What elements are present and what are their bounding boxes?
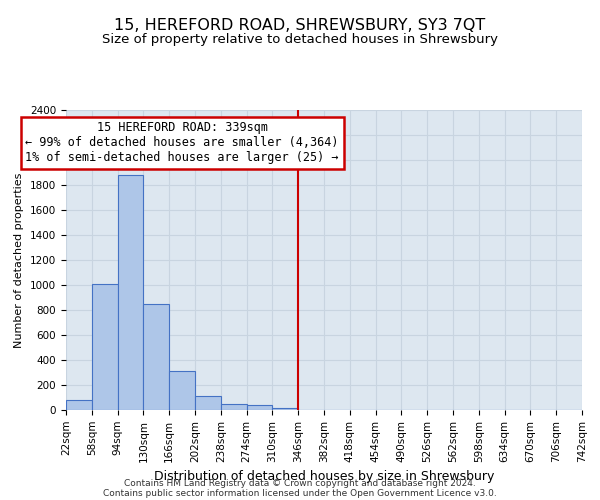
- Bar: [221, 404, 247, 410]
- Bar: [272, 408, 298, 410]
- Bar: [247, 405, 272, 410]
- Bar: [92, 284, 118, 410]
- Y-axis label: Number of detached properties: Number of detached properties: [14, 172, 25, 348]
- Bar: [169, 371, 195, 410]
- Text: 15, HEREFORD ROAD, SHREWSBURY, SY3 7QT: 15, HEREFORD ROAD, SHREWSBURY, SY3 7QT: [115, 18, 485, 32]
- Text: Size of property relative to detached houses in Shrewsbury: Size of property relative to detached ho…: [102, 32, 498, 46]
- Bar: [195, 396, 221, 410]
- Text: 15 HEREFORD ROAD: 339sqm
← 99% of detached houses are smaller (4,364)
1% of semi: 15 HEREFORD ROAD: 339sqm ← 99% of detach…: [25, 121, 339, 164]
- Bar: [118, 175, 143, 410]
- Text: Contains public sector information licensed under the Open Government Licence v3: Contains public sector information licen…: [103, 488, 497, 498]
- X-axis label: Distribution of detached houses by size in Shrewsbury: Distribution of detached houses by size …: [154, 470, 494, 483]
- Text: Contains HM Land Registry data © Crown copyright and database right 2024.: Contains HM Land Registry data © Crown c…: [124, 478, 476, 488]
- Bar: [143, 304, 169, 410]
- Bar: [66, 400, 92, 410]
